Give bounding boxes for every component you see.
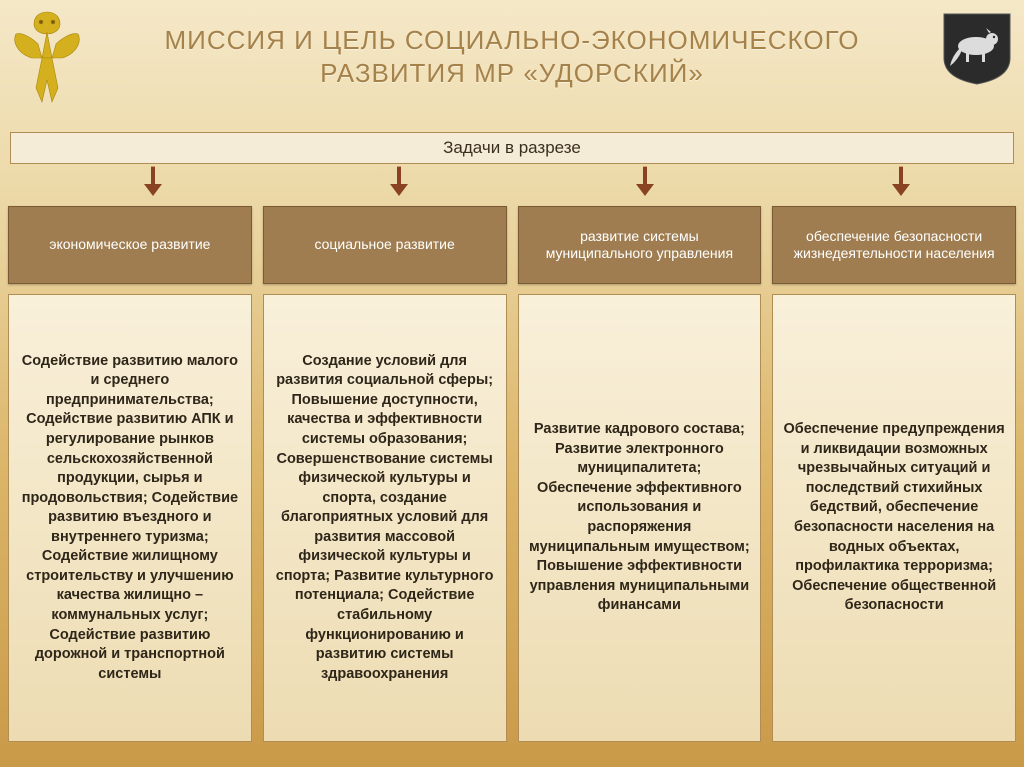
column-body: Содействие развитию малого и среднего пр… [8,294,252,742]
column-header: развитие системы муниципального управлен… [518,206,762,284]
column-body-text: Содействие развитию малого и среднего пр… [19,352,241,685]
column-header-text: развитие системы муниципального управлен… [527,228,753,263]
title-line-2: РАЗВИТИЯ МР «УДОРСКИЙ» [320,58,704,88]
column-body-text: Создание условий для развития социальной… [274,352,496,685]
column-header: социальное развитие [263,206,507,284]
arrow-down-icon [891,166,911,196]
tasks-bar: Задачи в разрезе [10,132,1014,164]
title-line-1: МИССИЯ И ЦЕЛЬ СОЦИАЛЬНО-ЭКОНОМИЧЕСКОГО [165,25,860,55]
column-header-text: экономическое развитие [49,236,210,254]
column-governance: развитие системы муниципального управлен… [518,206,762,742]
column-safety: обеспечение безопасности жизнедеятельнос… [772,206,1016,742]
tasks-label: Задачи в разрезе [443,138,581,157]
arrow-down-icon [143,166,163,196]
column-body-text: Развитие кадрового состава; Развитие эле… [529,420,751,616]
column-header-text: обеспечение безопасности жизнедеятельнос… [781,228,1007,263]
page-title: МИССИЯ И ЦЕЛЬ СОЦИАЛЬНО-ЭКОНОМИЧЕСКОГО Р… [0,24,1024,89]
column-body-text: Обеспечение предупреждения и ликвидации … [783,420,1005,616]
column-header: экономическое развитие [8,206,252,284]
column-economic: экономическое развитие Содействие развит… [8,206,252,742]
column-body: Обеспечение предупреждения и ликвидации … [772,294,1016,742]
columns-container: экономическое развитие Содействие развит… [8,206,1016,742]
column-header-text: социальное развитие [314,236,454,254]
column-body: Развитие кадрового состава; Развитие эле… [518,294,762,742]
column-body: Создание условий для развития социальной… [263,294,507,742]
arrow-down-icon [389,166,409,196]
arrow-down-icon [635,166,655,196]
column-social: социальное развитие Создание условий для… [263,206,507,742]
column-header: обеспечение безопасности жизнедеятельнос… [772,206,1016,284]
arrows-row [0,166,1024,206]
